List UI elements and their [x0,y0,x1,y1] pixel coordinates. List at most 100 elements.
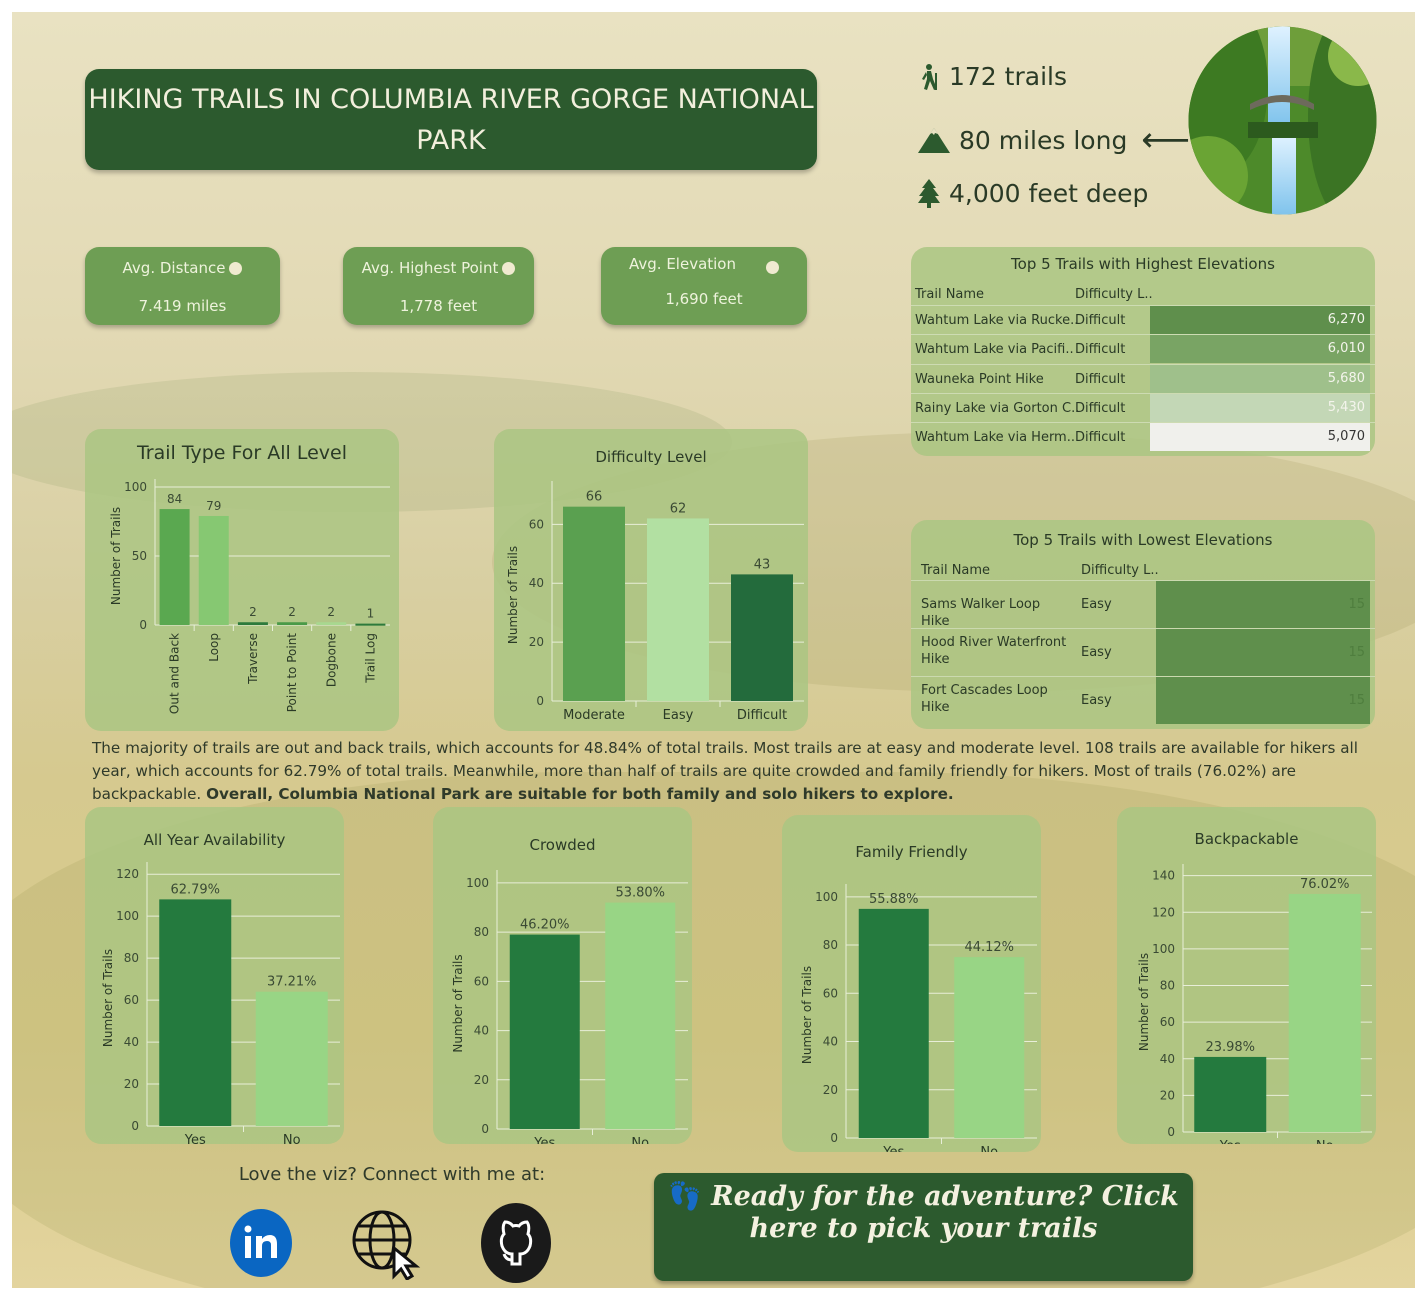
elevation-cell: 15 [1156,629,1370,676]
table-row[interactable]: Fort Cascades Loop Hike Easy 15 [911,676,1375,724]
y-tick-label: 100 [1152,942,1175,956]
y-axis-title: Number of Trails [451,954,465,1052]
trail-name-cell: Sams Walker Loop Hike [921,597,1041,629]
bar[interactable] [1194,1056,1267,1132]
data-label: 53.80% [615,886,665,901]
y-axis-title: Number of Trails [109,507,123,605]
bar[interactable] [237,622,268,625]
x-tick-label: Moderate [563,708,625,723]
bar[interactable] [159,509,190,625]
table-row[interactable]: Wauneka Point Hike Difficult 5,680 [911,363,1375,393]
bar[interactable] [159,899,232,1126]
y-tick-label: 100 [116,909,139,923]
github-icon[interactable] [480,1202,552,1284]
x-tick-label: Yes [184,1133,206,1144]
y-axis-title: Number of Trails [101,949,115,1047]
chart-title: Family Friendly [855,843,967,861]
difficulty-cell: Difficult [1075,313,1126,328]
y-tick-label: 40 [529,576,544,590]
y-tick-label: 60 [474,974,489,988]
table-title: Top 5 Trails with Highest Elevations [1011,255,1275,273]
dashboard-canvas: HIKING TRAILS IN COLUMBIA RIVER GORGE NA… [12,12,1415,1288]
table-row[interactable]: Hood River Waterfront Hike Easy 15 [911,628,1375,676]
kpi-avg-elevation: Avg. Elevation 1,690 feet [601,247,807,325]
y-tick-label: 80 [823,938,838,952]
mountain-icon [918,128,950,153]
bar[interactable] [355,623,386,626]
x-tick-label: Easy [663,708,694,723]
bar[interactable] [277,622,308,625]
connect-label: Love the viz? Connect with me at: [238,1164,546,1185]
y-tick-label: 20 [529,635,544,649]
kpi-value: 1,690 feet [665,290,743,308]
x-tick-label: Yes [533,1136,555,1144]
data-label: 23.98% [1205,1040,1255,1055]
y-tick-label: 100 [815,890,838,904]
table-row[interactable]: Rainy Lake via Gorton C.. Difficult 5,430 [911,392,1375,422]
arrow-left-icon: ⟵ [1141,120,1191,160]
y-tick-label: 0 [131,1119,139,1133]
table-row[interactable]: Wahtum Lake via Rucke.. Difficult 6,270 [911,305,1375,334]
chart-title: Trail Type For All Level [136,442,347,464]
column-header-trail-name[interactable]: Trail Name [915,287,985,302]
stat-length: 80 miles long ⟵ [917,120,1190,160]
kpi-label: Avg. Distance [122,259,226,277]
bar[interactable] [316,622,347,625]
x-tick-label: No [1316,1139,1334,1144]
chart-title: Crowded [529,836,595,854]
column-header-trail-name[interactable]: Trail Name [921,563,991,578]
data-label: 84 [167,492,182,506]
chart-panel-trail-type: Trail Type For All Level 0 50 100 Number of … [85,429,399,731]
data-label: 2 [288,605,296,619]
info-dot-icon[interactable] [502,262,516,275]
kpi-label: Avg. Highest Point [361,259,499,277]
chart-difficulty: Difficulty Level 0 20 40 60 Number of Trails 6… [506,448,804,723]
chart-title: Backpackable [1195,830,1299,848]
kpi-label: Avg. Elevation [629,255,736,273]
y-axis-title: Number of Trails [1137,953,1151,1051]
bar[interactable] [509,934,580,1129]
trail-name-cell: Wahtum Lake via Rucke.. [915,313,1079,328]
x-tick-label: No [283,1133,301,1144]
bar[interactable] [858,908,929,1138]
globe-icon[interactable] [350,1208,422,1280]
bar[interactable] [255,991,328,1126]
column-header-difficulty[interactable]: Difficulty L.. [1081,563,1159,578]
x-tick-label: No [631,1136,649,1144]
chart-panel-difficulty: Difficulty Level 0 20 40 60 Number of Trails 6… [494,429,808,731]
linkedin-icon[interactable] [229,1208,293,1278]
difficulty-cell: Easy [1081,645,1112,660]
top-highest-table: Top 5 Trails with Highest Elevations Tra… [911,247,1375,456]
dashboard-title: HIKING TRAILS IN COLUMBIA RIVER GORGE NA… [85,69,817,170]
bar[interactable] [647,518,709,701]
info-dot-icon[interactable] [229,262,243,275]
table-row[interactable]: Wahtum Lake via Pacifi.. Difficult 6,010 [911,334,1375,364]
kpi-avg-highest-point: Avg. Highest Point 1,778 feet [343,247,534,325]
y-tick-label: 20 [823,1083,838,1097]
bar[interactable] [731,574,793,701]
bar[interactable] [954,957,1025,1138]
bar[interactable] [605,902,676,1129]
bar[interactable] [198,515,229,625]
table-row[interactable]: Wahtum Lake via Herm.. Difficult 5,070 [911,422,1375,452]
pick-trails-button[interactable]: 👣 Ready for the adventure? Click here to… [654,1173,1193,1281]
column-header-difficulty[interactable]: Difficulty L.. [1075,287,1153,302]
cta-text: Ready for the adventure? Click here to p… [711,1181,1179,1244]
bar[interactable] [563,506,625,701]
x-tick-label: Traverse [246,633,260,685]
x-tick-label: Yes [882,1145,904,1152]
y-tick-label: 60 [1160,1015,1175,1029]
chart-title: All Year Availability [144,831,286,849]
info-dot-icon[interactable] [766,261,779,274]
chart-all-year: All Year Availability 0 20 40 60 80 100 120 Numb… [101,831,340,1148]
y-tick-label: 40 [823,1035,838,1049]
data-label: 44.12% [964,940,1014,955]
table-row[interactable]: Sams Walker Loop Hike Easy 15 [911,580,1375,629]
difficulty-cell: Easy [1081,693,1112,708]
x-tick-label: Difficult [737,708,787,723]
bar[interactable] [1288,893,1361,1132]
stat-trails-text: 172 trails [949,62,1067,91]
y-tick-label: 0 [830,1131,838,1145]
data-label: 1 [367,607,375,621]
y-tick-label: 80 [1160,979,1175,993]
